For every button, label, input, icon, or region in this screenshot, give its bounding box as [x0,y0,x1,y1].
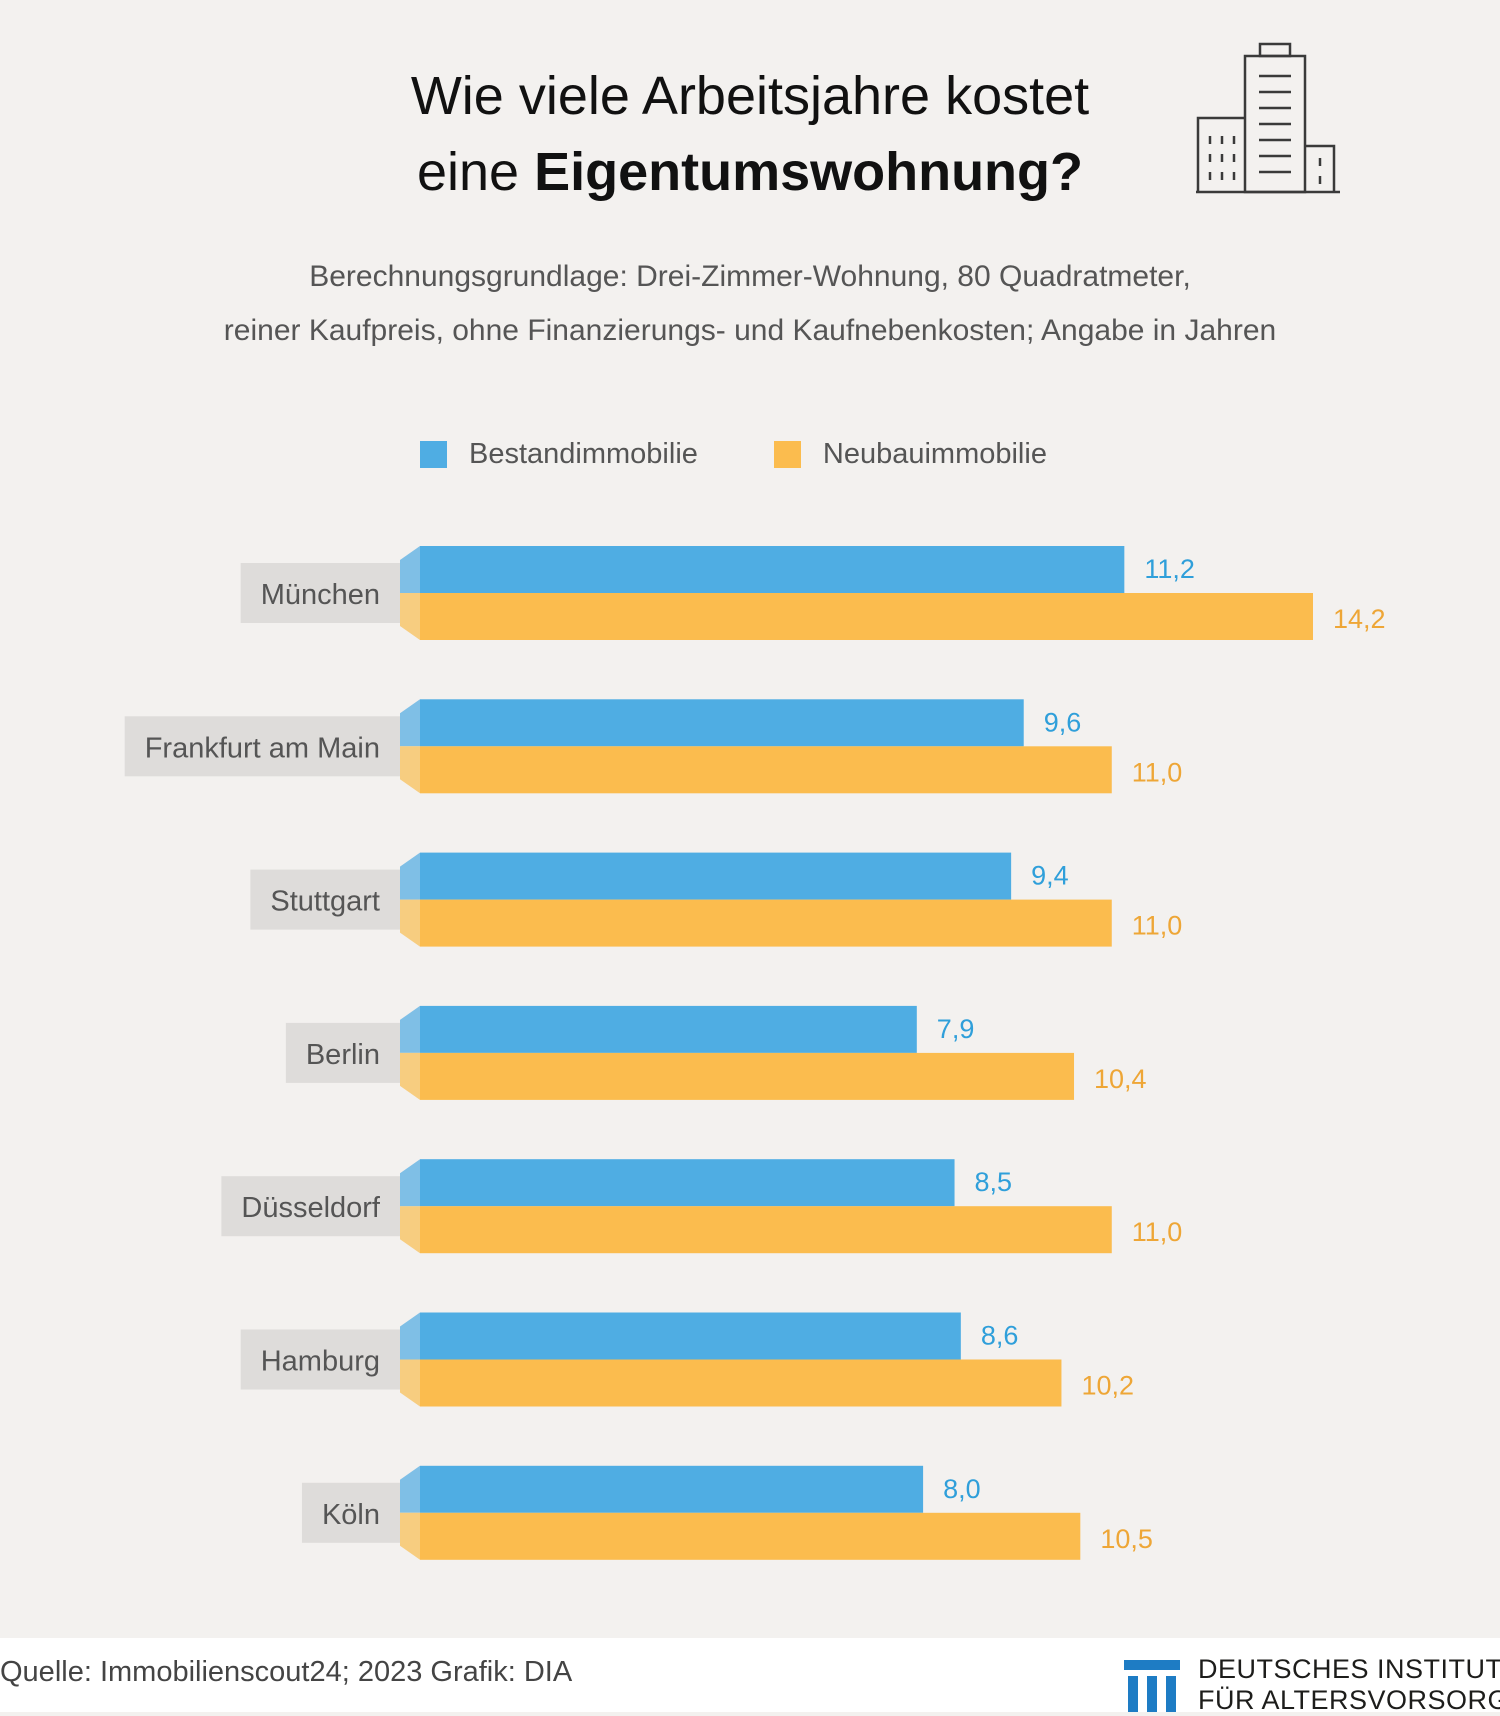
dia-logo-icon [1124,1660,1180,1712]
bar-bevel-neubau [400,746,420,794]
legend-swatch-bestand [420,440,447,468]
category-label: Hamburg [261,1346,380,1378]
category-label-box [285,1022,400,1083]
data-label-bestand: 9,4 [1031,861,1069,891]
data-label-bestand: 7,9 [937,1014,975,1044]
bar-bevel-bestand [400,546,420,593]
legend-item-bestand: Bestandimmobilie [420,438,698,471]
data-label-neubau: 14,2 [1333,604,1386,634]
data-label-neubau: 10,5 [1100,1524,1153,1554]
bar-neubau [420,593,1313,640]
category-label-box [124,716,400,777]
category-label: Berlin [306,1039,380,1071]
bar-neubau [420,746,1112,794]
category-label: Frankfurt am Main [145,732,380,764]
bar-bevel-bestand [400,699,420,747]
legend-swatch-neubau [773,440,801,468]
data-label-bestand: 9,6 [1044,707,1082,737]
bar-bestand [420,546,1125,593]
bar-bestand [420,1159,955,1207]
category-label: Köln [322,1499,380,1531]
category-label-box [221,1176,400,1237]
title-line-2: eine Eigentumswohnung? [0,134,1500,210]
legend-item-neubau: Neubauimmobilie [773,437,1047,471]
category-label-box [240,563,400,623]
data-label-neubau: 11,0 [1132,911,1183,941]
dia-logo-text: DEUTSCHES INSTITUT FÜR ALTERSVORSORGE [1198,1654,1500,1716]
chart-title: Wie viele Arbeitsjahre kostet eine Eigen… [0,58,1500,210]
source-note: Quelle: Immobilienscout24; 2023 Grafik: … [0,1656,573,1688]
bar-bestand [420,699,1024,747]
bar-neubau [420,1512,1081,1560]
bar-bevel-neubau [400,593,420,640]
data-label-bestand: 8,5 [975,1167,1013,1197]
bar-bestand [420,1312,961,1360]
bar-bevel-neubau [400,899,420,947]
bar-bevel-bestand [400,1465,420,1513]
bar-neubau [420,1206,1112,1254]
data-label-neubau: 10,4 [1094,1064,1147,1094]
bar-bevel-bestand [400,1312,420,1360]
bar-bevel-bestand [400,852,420,900]
subtitle-line-2: reiner Kaufpreis, ohne Finanzierungs- un… [223,314,1277,347]
bar-bevel-neubau [400,1052,420,1100]
title-line-1: Wie viele Arbeitsjahre kostet [410,66,1090,126]
data-label-bestand: 8,6 [981,1321,1019,1351]
subtitle-line-1: Berechnungsgrundlage: Drei-Zimmer-Wohnun… [309,260,1191,293]
data-label-bestand: 8,0 [943,1474,981,1504]
bar-bevel-neubau [400,1206,420,1254]
bar-bestand [420,1465,924,1513]
bar-chart: München 11,2 14,2 Frankfurt am Main 9,6 11,0 S… [124,546,1386,1560]
logo-line-1: DEUTSCHES INSTITUT [1198,1654,1500,1684]
category-label-box [301,1482,400,1543]
bar-bevel-bestand [400,1005,420,1053]
bar-bevel-neubau [400,1359,420,1407]
legend-label-bestand: Bestandimmobilie [469,437,698,470]
data-label-bestand: 11,2 [1144,554,1195,584]
bar-neubau [420,899,1112,947]
title-line-2-bold: Eigentumswohnung? [534,142,1084,202]
category-label-box [250,869,400,930]
data-label-neubau: 11,0 [1132,1217,1183,1247]
bar-bestand [420,852,1012,900]
footer: Quelle: Immobilienscout24; 2023 Grafik: … [0,1638,1500,1715]
category-label-box [240,1329,400,1390]
legend: Bestandimmobilie Neubauimmobilie [420,432,1123,476]
bar-bevel-bestand [400,1159,420,1207]
building-icon [1196,42,1340,194]
data-label-neubau: 10,2 [1081,1371,1134,1401]
bar-bestand [420,1005,917,1053]
data-label-neubau: 11,0 [1132,757,1183,787]
title-line-2-regular: eine [416,142,535,202]
category-label: Düsseldorf [241,1192,381,1224]
category-label: Stuttgart [270,886,380,918]
legend-label-neubau: Neubauimmobilie [822,437,1047,470]
bar-bevel-neubau [400,1512,420,1560]
bar-neubau [420,1359,1062,1407]
logo-line-2: FÜR ALTERSVORSORGE [1198,1685,1500,1715]
chart-subtitle: Berechnungsgrundlage: Drei-Zimmer-Wohnun… [0,250,1500,358]
category-label: München [261,579,380,611]
bar-neubau [420,1052,1075,1100]
